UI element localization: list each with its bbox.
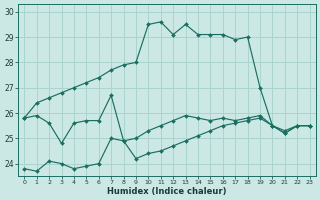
X-axis label: Humidex (Indice chaleur): Humidex (Indice chaleur) [107, 187, 227, 196]
